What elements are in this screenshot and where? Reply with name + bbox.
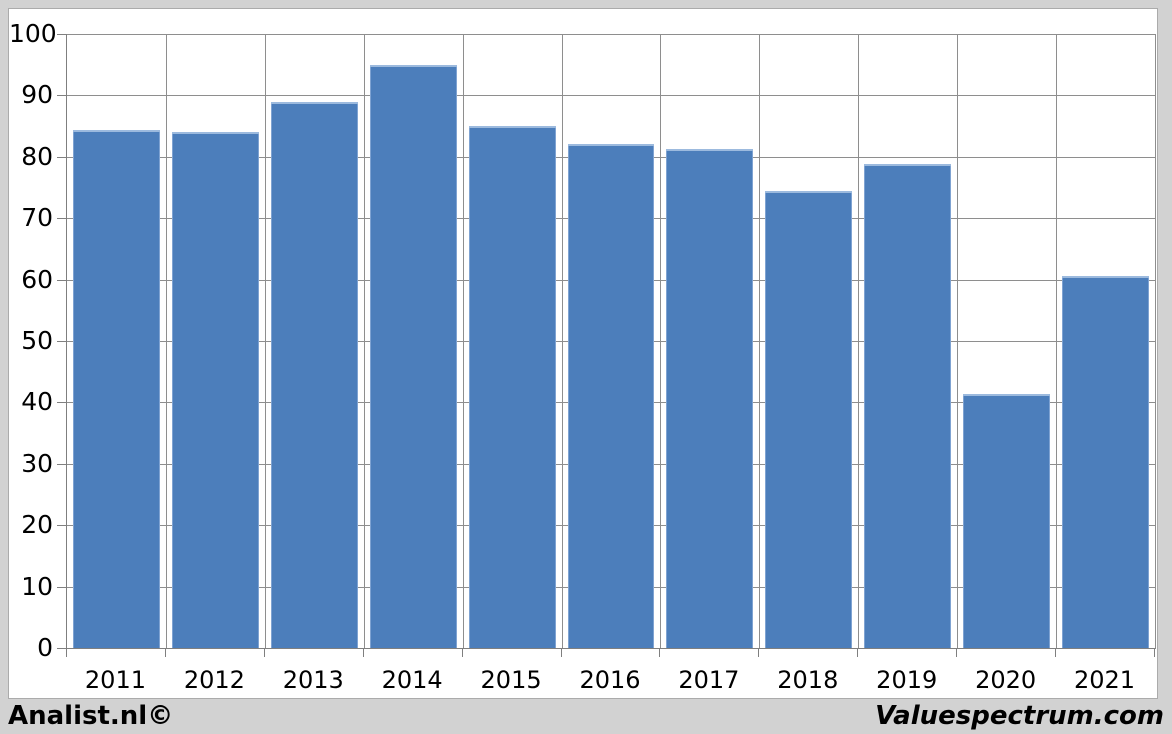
x-tick-label: 2021 (1073, 666, 1136, 694)
y-axis-tick (57, 586, 66, 588)
gridline-v (759, 34, 761, 648)
y-tick-label: 30 (21, 448, 53, 478)
y-tick-label: 40 (21, 387, 53, 417)
plot-area (66, 34, 1156, 649)
chart-frame: 0 10 20 30 40 50 60 70 80 90 100 2011 2012 2013 2014 2… (8, 8, 1158, 699)
y-tick-label: 10 (21, 571, 53, 601)
gridline-v (858, 34, 860, 648)
x-tick-label: 2013 (282, 666, 344, 694)
y-axis-tick (57, 463, 66, 465)
bar-2012 (171, 131, 259, 648)
gridline-v (660, 34, 662, 648)
brand-valuespectrum: Valuespectrum.com (875, 701, 1164, 731)
gridline-v (561, 34, 563, 648)
x-axis-tick (263, 648, 265, 657)
x-axis-tick (560, 648, 562, 657)
y-tick-label: 20 (21, 510, 53, 540)
x-tick-label: 2016 (579, 666, 641, 694)
x-tick-label: 2017 (678, 666, 740, 694)
y-axis-tick (57, 648, 66, 649)
bar-2014 (369, 65, 457, 648)
x-axis-tick (461, 648, 463, 657)
y-axis-tick (57, 341, 66, 342)
gridline-h (67, 95, 1155, 97)
bar-2011 (73, 129, 160, 648)
y-axis-tick (57, 279, 66, 281)
gridline-v (264, 34, 266, 648)
footer-bar: Analist.nl© Valuespectrum.com (0, 700, 1172, 734)
x-axis-tick (164, 648, 166, 657)
y-tick-label: 80 (21, 141, 53, 171)
x-tick-label: 2020 (975, 666, 1037, 694)
gridline-v (957, 34, 959, 648)
bar-2018 (765, 190, 853, 648)
x-axis-tick (659, 648, 661, 657)
x-axis-tick (1154, 648, 1155, 657)
y-axis-tick (57, 525, 66, 527)
x-tick-label: 2018 (777, 666, 839, 694)
y-axis-tick (57, 218, 66, 220)
y-axis-tick (57, 95, 66, 97)
y-tick-label: 0 (37, 633, 53, 662)
x-tick-label: 2011 (84, 666, 146, 694)
y-tick-label: 100 (9, 19, 57, 48)
gridline-v (462, 34, 464, 648)
bar-2015 (468, 126, 556, 648)
x-axis-tick (362, 648, 364, 657)
bar-2016 (567, 143, 655, 648)
y-axis-tick (57, 34, 66, 35)
y-tick-label: 90 (21, 80, 53, 110)
x-axis-tick (66, 648, 67, 657)
gridline-v (165, 34, 167, 648)
bar-2013 (270, 102, 358, 648)
x-axis-tick (1055, 648, 1057, 657)
gridline-h (67, 34, 1155, 35)
x-axis-tick (857, 648, 859, 657)
bar-2019 (864, 164, 952, 648)
y-axis-tick (57, 156, 66, 158)
x-tick-label: 2014 (381, 666, 443, 694)
brand-analist: Analist.nl© (8, 701, 174, 731)
x-tick-label: 2015 (480, 666, 542, 694)
y-tick-label: 60 (21, 264, 53, 294)
y-tick-label: 50 (21, 326, 53, 355)
y-axis-tick (57, 402, 66, 404)
bar-2021 (1062, 275, 1149, 648)
bar-2017 (666, 148, 754, 648)
y-tick-label: 70 (21, 203, 53, 233)
gridline-v (363, 34, 365, 648)
bar-2020 (963, 393, 1051, 648)
x-axis-tick (758, 648, 760, 657)
x-tick-label: 2019 (876, 666, 938, 694)
x-tick-label: 2012 (183, 666, 245, 694)
x-axis-tick (956, 648, 958, 657)
gridline-v (1056, 34, 1058, 648)
